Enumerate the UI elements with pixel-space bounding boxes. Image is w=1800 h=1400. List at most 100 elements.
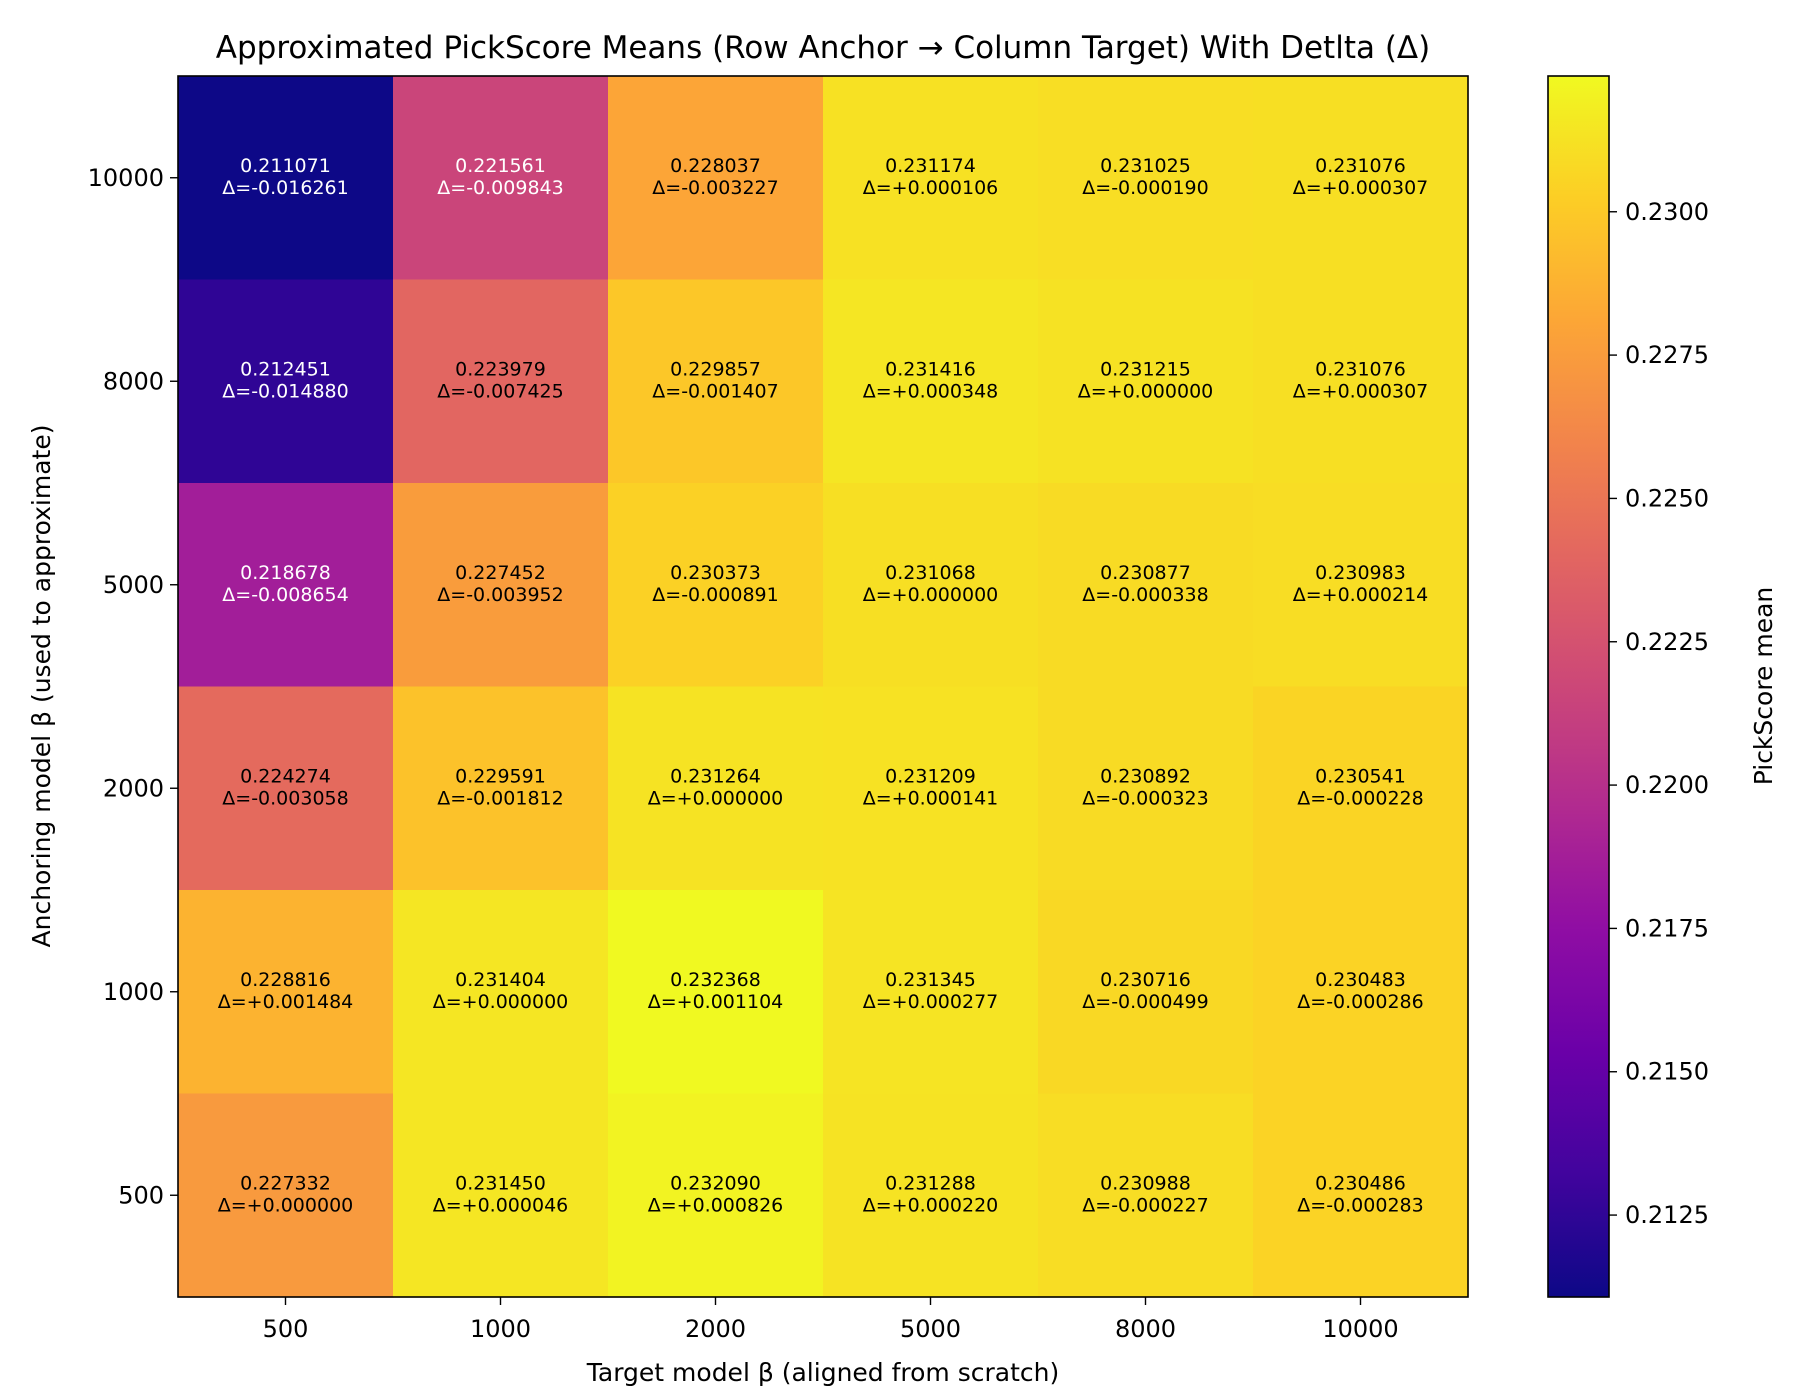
cell-delta-label: Δ=+0.000106: [863, 177, 999, 199]
cell-value-label: 0.230483: [1315, 969, 1406, 991]
cell-delta-label: Δ=-0.003227: [652, 177, 778, 199]
heatmap-cell: [823, 686, 1039, 891]
cell-value-label: 0.231416: [885, 358, 976, 380]
cell-value-label: 0.229857: [670, 358, 761, 380]
heatmap-cell: [393, 279, 609, 484]
heatmap-cell: [1038, 483, 1254, 688]
cell-delta-label: Δ=-0.000283: [1297, 1194, 1423, 1216]
cell-delta-label: Δ=+0.000348: [863, 380, 999, 402]
colorbar-tick-label: 0.2125: [1625, 1201, 1709, 1229]
cell-delta-label: Δ=+0.000826: [648, 1194, 784, 1216]
heatmap-cells: [178, 76, 1469, 1298]
cell-value-label: 0.224274: [240, 765, 331, 787]
heatmap-cell: [608, 686, 824, 891]
y-tick-label: 8000: [103, 367, 164, 395]
heatmap-cell: [1038, 686, 1254, 891]
cell-delta-label: Δ=-0.000286: [1297, 991, 1423, 1013]
cell-value-label: 0.223979: [455, 358, 546, 380]
cell-delta-label: Δ=-0.000323: [1082, 787, 1208, 809]
heatmap-cell: [393, 686, 609, 891]
cell-value-label: 0.230486: [1315, 1172, 1406, 1194]
cell-value-label: 0.227452: [455, 562, 546, 584]
y-tick-label: 500: [118, 1181, 164, 1209]
cell-delta-label: Δ=+0.001104: [648, 991, 784, 1013]
heatmap-cell: [393, 890, 609, 1095]
cell-value-label: 0.218678: [240, 562, 331, 584]
x-tick-label: 5000: [900, 1315, 961, 1343]
cell-delta-label: Δ=-0.000227: [1082, 1194, 1208, 1216]
heatmap-cell: [608, 483, 824, 688]
cell-value-label: 0.230373: [670, 562, 761, 584]
cell-value-label: 0.229591: [455, 765, 546, 787]
chart-title: Approximated PickScore Means (Row Anchor…: [216, 30, 1430, 66]
cell-value-label: 0.221561: [455, 155, 546, 177]
heatmap-cell: [178, 1093, 394, 1298]
cell-delta-label: Δ=-0.016261: [222, 177, 348, 199]
colorbar-tick-label: 0.2250: [1625, 484, 1709, 512]
cell-value-label: 0.228816: [240, 969, 331, 991]
cell-value-label: 0.231025: [1100, 155, 1191, 177]
heatmap-cell: [178, 686, 394, 891]
heatmap-cell: [1253, 279, 1469, 484]
cell-delta-label: Δ=+0.000000: [433, 991, 569, 1013]
cell-delta-label: Δ=-0.014880: [222, 380, 348, 402]
cell-value-label: 0.212451: [240, 358, 331, 380]
cell-delta-label: Δ=+0.000046: [433, 1194, 569, 1216]
colorbar-tick-label: 0.2175: [1625, 914, 1709, 942]
cell-delta-label: Δ=+0.000141: [863, 787, 999, 809]
heatmap-cell: [823, 890, 1039, 1095]
colorbar-tick-label: 0.2275: [1625, 341, 1709, 369]
cell-value-label: 0.231345: [885, 969, 976, 991]
cell-value-label: 0.230716: [1100, 969, 1191, 991]
x-tick-label: 8000: [1115, 1315, 1176, 1343]
heatmap-cell: [823, 76, 1039, 281]
cell-delta-label: Δ=+0.000307: [1293, 380, 1429, 402]
plot-frame: [177, 75, 1469, 1298]
cell-value-label: 0.211071: [240, 155, 331, 177]
cell-value-label: 0.231174: [885, 155, 976, 177]
colorbar-gradient: [1547, 75, 1610, 1298]
cell-delta-label: Δ=+0.000000: [1078, 380, 1214, 402]
heatmap-cell: [1038, 890, 1254, 1095]
colorbar: 0.2125 0.2150 0.2175 0.2200 0.2225 0.2250 0.22…: [1547, 75, 1778, 1298]
cell-value-label: 0.230541: [1315, 765, 1406, 787]
cell-value-label: 0.232090: [670, 1172, 761, 1194]
heatmap-cell: [608, 890, 824, 1095]
cell-value-label: 0.230988: [1100, 1172, 1191, 1194]
heatmap-cell: [823, 483, 1039, 688]
heatmap-cell: [178, 483, 394, 688]
cell-value-label: 0.232368: [670, 969, 761, 991]
cell-delta-label: Δ=-0.000499: [1082, 991, 1208, 1013]
cell-delta-label: Δ=+0.000000: [648, 787, 784, 809]
y-tick-label: 10000: [88, 164, 164, 192]
y-tick-label: 2000: [103, 774, 164, 802]
cell-delta-label: Δ=+0.000000: [863, 584, 999, 606]
cell-delta-label: Δ=-0.000190: [1082, 177, 1208, 199]
x-tick-label: 1000: [470, 1315, 531, 1343]
y-axis-label: Anchoring model β (used to approximate): [27, 425, 56, 948]
heatmap-cell: [178, 890, 394, 1095]
heatmap-cell: [1253, 1093, 1469, 1298]
colorbar-tick-label: 0.2200: [1625, 771, 1709, 799]
cell-delta-label: Δ=+0.000000: [218, 1194, 354, 1216]
heatmap-cell: [1253, 890, 1469, 1095]
x-axis-ticks: 500 1000 2000 5000 8000 10000: [263, 1297, 1399, 1343]
heatmap-cell: [393, 76, 609, 281]
cell-value-label: 0.228037: [670, 155, 761, 177]
heatmap-cell: [608, 279, 824, 484]
cell-delta-label: Δ=-0.003952: [437, 584, 563, 606]
x-tick-label: 500: [263, 1315, 309, 1343]
cell-delta-label: Δ=+0.000214: [1293, 584, 1429, 606]
heatmap-cell: [1253, 686, 1469, 891]
cell-delta-label: Δ=-0.007425: [437, 380, 563, 402]
cell-value-label: 0.231450: [455, 1172, 546, 1194]
colorbar-tick-label: 0.2300: [1625, 198, 1709, 226]
cell-value-label: 0.231076: [1315, 155, 1406, 177]
heatmap-cell: [1038, 279, 1254, 484]
cell-delta-label: Δ=-0.009843: [437, 177, 563, 199]
colorbar-tick-label: 0.2150: [1625, 1058, 1709, 1086]
cell-value-label: 0.230983: [1315, 562, 1406, 584]
cell-value-label: 0.231264: [670, 765, 761, 787]
cell-value-label: 0.227332: [240, 1172, 331, 1194]
